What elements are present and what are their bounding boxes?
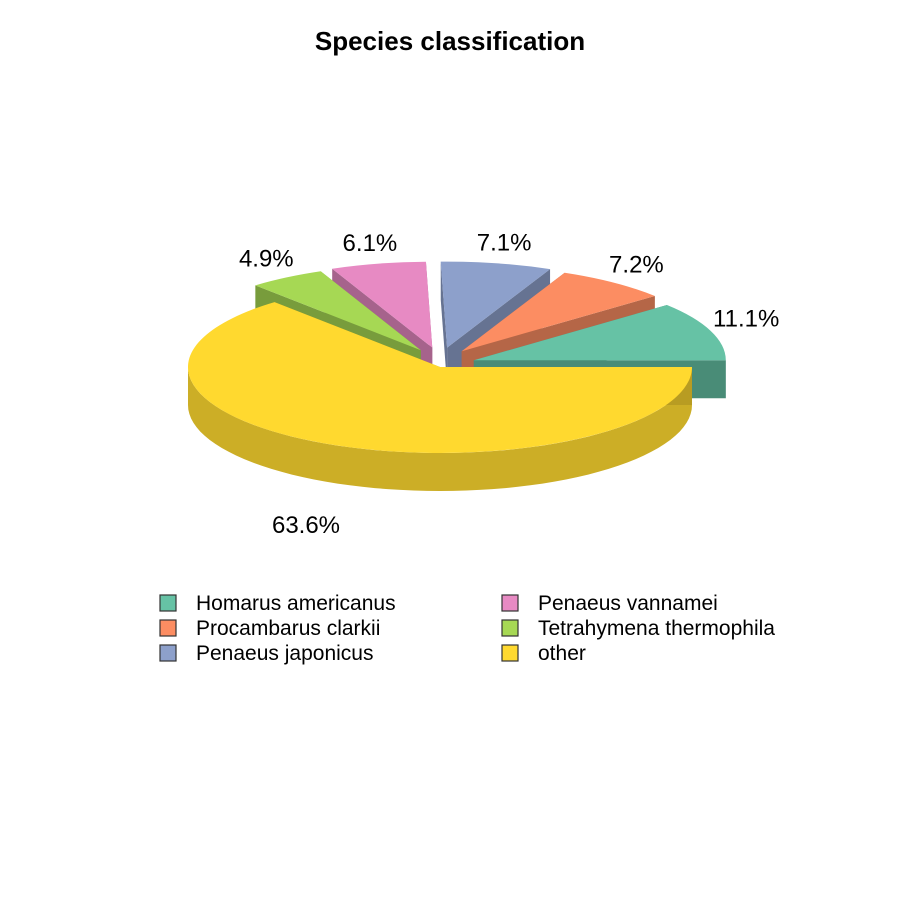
legend-swatch [501,619,519,637]
slice-wall [440,261,448,386]
pct-label-penaeus-vannamei: 6.1% [343,230,398,257]
pie-3d: 11.1% 7.2% 7.1% 6.1% 4.9% 63.6% [188,230,779,539]
legend-swatch [159,644,177,662]
slice-top [332,261,433,348]
slice-top [255,271,421,351]
slice-top [461,272,655,352]
legend-swatch [501,594,519,612]
slice-top [440,261,551,348]
legend-item-procambarus-clarkii: Procambarus clarkii [159,617,380,640]
pct-label-other: 63.6% [272,512,340,539]
legend-label: other [538,642,586,665]
legend-item-homarus-americanus: Homarus americanus [159,592,396,615]
legend-swatch [501,644,519,662]
slice-side [188,367,692,491]
slice-top [188,302,692,453]
chart-title: Species classification [315,26,585,56]
legend-item-tetrahymena-thermophila: Tetrahymena thermophila [501,617,775,640]
legend-item-penaeus-japonicus: Penaeus japonicus [159,642,373,665]
legend-label: Homarus americanus [196,592,396,615]
legend-label: Penaeus vannamei [538,592,718,615]
pct-label-procambarus-clarkii: 7.2% [609,251,664,278]
pct-label-tetrahymena-thermophila: 4.9% [239,246,294,273]
legend-swatch [159,594,177,612]
pie-slice-other [188,302,692,491]
pct-label-homarus-americanus: 11.1% [713,305,779,332]
legend-label: Penaeus japonicus [196,642,373,665]
legend-label: Procambarus clarkii [196,617,380,640]
legend-label: Tetrahymena thermophila [538,617,775,640]
legend-item-penaeus-vannamei: Penaeus vannamei [501,592,718,615]
legend-item-other: other [501,642,586,665]
pct-label-penaeus-japonicus: 7.1% [477,230,532,257]
legend-swatch [159,619,177,637]
slice-top [473,305,726,361]
